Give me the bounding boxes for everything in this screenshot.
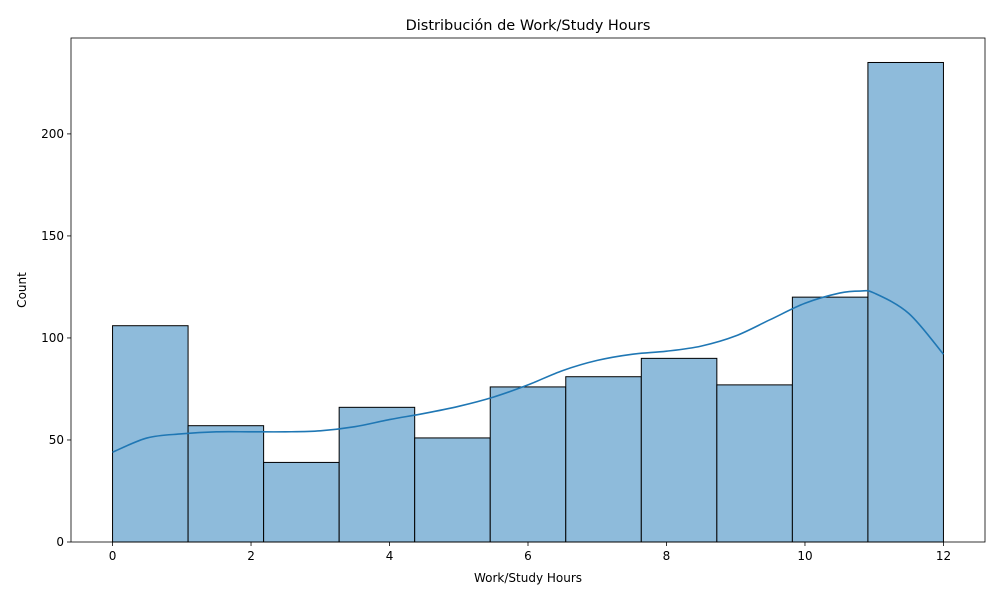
x-tick-label: 0 bbox=[109, 549, 117, 563]
y-tick-label: 100 bbox=[41, 331, 64, 345]
x-tick-label: 4 bbox=[386, 549, 394, 563]
histogram-bar-7 bbox=[640, 357, 718, 543]
y-tick-label: 0 bbox=[56, 535, 64, 549]
y-axis-ticks: 0 50 100 150 200 bbox=[41, 127, 71, 549]
x-tick-label: 2 bbox=[247, 549, 255, 563]
kde-curve bbox=[112, 289, 945, 453]
y-tick-label: 200 bbox=[41, 127, 64, 141]
x-axis-label: Work/Study Hours bbox=[474, 571, 582, 585]
histogram-bar-10 bbox=[867, 61, 944, 543]
histogram-bars bbox=[112, 61, 944, 543]
histogram-bar-5 bbox=[489, 386, 567, 543]
histogram-bar-9 bbox=[791, 296, 869, 543]
y-tick-label: 150 bbox=[41, 229, 64, 243]
histogram-bar-2 bbox=[263, 461, 340, 543]
chart-title: Distribución de Work/Study Hours bbox=[406, 18, 651, 34]
x-tick-label: 10 bbox=[797, 549, 812, 563]
x-axis-ticks: 0 2 4 6 8 10 12 bbox=[109, 542, 951, 563]
histogram-bar-4 bbox=[414, 437, 491, 543]
x-tick-label: 6 bbox=[524, 549, 532, 563]
x-tick-label: 12 bbox=[936, 549, 951, 563]
y-tick-label: 50 bbox=[49, 433, 64, 447]
histogram-bar-1 bbox=[187, 425, 265, 543]
histogram-bar-6 bbox=[565, 376, 642, 543]
histogram-bar-3 bbox=[338, 406, 416, 543]
kde-curve-group bbox=[112, 289, 945, 453]
histogram-bar-8 bbox=[716, 384, 793, 543]
x-tick-label: 8 bbox=[663, 549, 671, 563]
y-axis-label: Count bbox=[15, 272, 29, 308]
